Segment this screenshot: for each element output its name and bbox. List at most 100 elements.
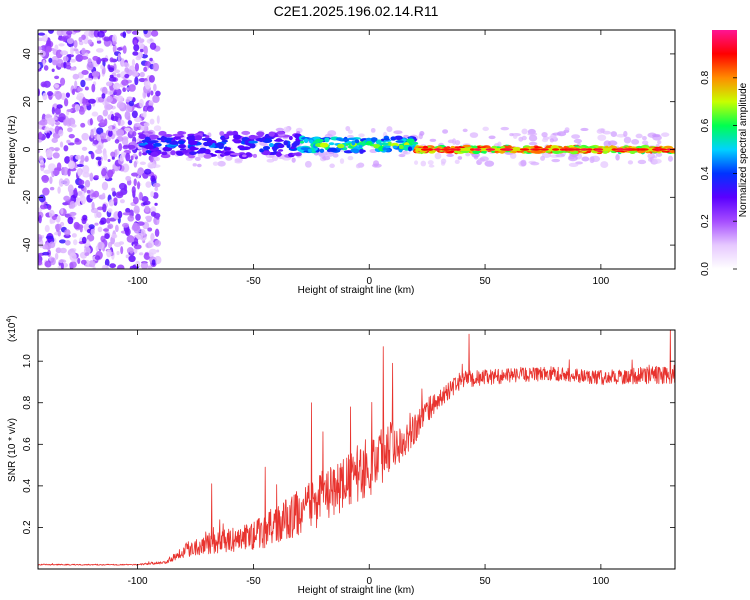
spectrogram-noise-cell	[70, 66, 77, 71]
spectrogram-halo-cell	[234, 160, 243, 164]
spectrogram-noise-cell	[122, 45, 127, 54]
spectrogram-x-label: Height of straight line (km)	[298, 285, 415, 296]
spectrogram-noise-cell	[95, 156, 102, 161]
spectrogram-signal-cell	[292, 152, 301, 156]
spectrogram-signal-cell	[142, 152, 148, 156]
spectrogram-noise-cell	[116, 129, 125, 138]
spectrogram-noise-cell	[56, 104, 63, 109]
spectrogram-noise-cell	[84, 77, 93, 81]
spectrogram-noise-cell	[54, 90, 62, 100]
spectrogram-noise-cell	[67, 184, 74, 194]
spectrogram-noise-cell	[60, 92, 67, 101]
spectrogram-noise-cell	[144, 252, 149, 256]
spectrogram-signal-cell	[248, 134, 257, 140]
spectrogram-noise-cell	[48, 241, 56, 249]
spectrogram-noise-cell	[66, 30, 73, 36]
spectrogram-noise-cell	[118, 241, 125, 245]
spectrogram-signal-cell	[370, 137, 378, 143]
spectrogram-signal-cell	[205, 135, 210, 139]
spectrogram-noise-cell	[40, 81, 47, 88]
spectrogram-noise-cell	[81, 132, 89, 141]
spectrogram-halo-cell	[400, 151, 411, 155]
spectrogram-noise-cell	[104, 103, 113, 111]
spectrogram-noise-cell	[92, 139, 99, 145]
spectrogram-noise-cell	[143, 122, 150, 127]
spectrogram-noise-cell	[93, 175, 99, 179]
spectrogram-noise-cell	[38, 194, 46, 203]
spectrogram-halo-cell	[322, 155, 331, 161]
spectrogram-noise-cell	[110, 151, 116, 158]
x-tick-label: 100	[593, 276, 610, 287]
x-tick-label: -50	[246, 576, 261, 587]
spectrogram-halo-cell	[573, 138, 583, 144]
spectrogram-noise-cell	[125, 254, 130, 259]
spectrogram-noise-cell	[150, 191, 155, 198]
spectrogram-core-cell	[586, 148, 593, 151]
spectrogram-noise-cell	[115, 191, 124, 199]
spectrogram-noise-cell	[80, 56, 89, 60]
spectrogram-signal-cell	[145, 149, 152, 154]
spectrogram-halo-cell	[623, 136, 632, 144]
spectrogram-signal-cell	[169, 141, 179, 145]
spectrogram-noise-cell	[126, 235, 135, 243]
spectrogram-noise-cell	[84, 179, 91, 188]
spectrogram-halo-cell	[651, 158, 662, 164]
spectrogram-halo-cell	[192, 163, 197, 167]
spectrogram-noise-cell	[92, 55, 99, 61]
spectrogram-core-cell	[519, 148, 530, 151]
spectrogram-signal-cell	[375, 139, 382, 145]
spectrogram-halo-cell	[403, 134, 409, 139]
spectrogram-halo-cell	[355, 163, 361, 169]
x-tick-label: 50	[479, 576, 491, 587]
spectrogram-signal-cell	[365, 141, 373, 146]
spectrogram-signal-cell	[232, 138, 239, 142]
spectrogram-signal-cell	[307, 148, 312, 153]
spectrogram-core-cell	[505, 148, 511, 151]
spectrogram-halo-cell	[465, 152, 471, 157]
spectrogram-noise-cell	[154, 202, 158, 206]
spectrogram-halo-cell	[568, 162, 579, 167]
spectrogram-halo-cell	[528, 134, 538, 142]
spectrogram-noise-cell	[82, 171, 91, 178]
spectrogram-halo-cell	[528, 141, 538, 146]
spectrogram-noise-cell	[115, 224, 119, 233]
spectrogram-noise-cell	[66, 139, 71, 144]
spectrogram-halo-cell	[212, 161, 219, 166]
spectrogram-noise-cell	[108, 199, 115, 207]
spectrogram-signal-cell	[207, 142, 212, 147]
spectrogram-halo-cell	[347, 129, 353, 134]
spectrogram-halo-cell	[580, 127, 589, 132]
spectrogram-halo-cell	[386, 126, 393, 133]
spectrogram-noise-cell	[45, 40, 52, 48]
spectrogram-signal-cell	[315, 138, 324, 143]
spectrogram-y-label: Frequency (Hz)	[7, 116, 18, 185]
spectrogram-noise-cell	[97, 241, 105, 250]
spectrogram-noise-cell	[81, 218, 87, 225]
spectrogram-halo-cell	[540, 155, 546, 161]
spectrogram-noise-cell	[119, 154, 124, 162]
spectrogram-noise-cell	[133, 237, 139, 246]
spectrogram-noise-cell	[42, 33, 48, 42]
spectrogram-noise-cell	[88, 260, 96, 268]
spectrogram-noise-cell	[45, 132, 51, 139]
spectrogram-noise-cell	[49, 186, 55, 191]
colorbar: 0.0 0.2 0.4 0.6 0.8 Normalized spectral ampl…	[700, 30, 749, 276]
spectrogram-signal-cell	[182, 149, 188, 154]
spectrogram-noise-cell	[121, 79, 129, 86]
spectrogram-noise-cell	[63, 178, 70, 187]
spectrogram-noise-cell	[106, 249, 112, 258]
spectrogram-signal-cell	[178, 143, 186, 149]
spectrogram-noise-cell	[122, 222, 129, 228]
spectrogram-halo-cell	[667, 155, 673, 162]
spectrogram-noise-cell	[38, 234, 43, 243]
spectrogram-noise-cell	[45, 45, 52, 53]
colorbar-tick-label: 0.4	[700, 166, 711, 180]
spectrogram-noise-cell	[107, 158, 111, 163]
spectrogram-noise-cell	[143, 47, 148, 55]
spectrogram-noise-cell	[63, 119, 68, 126]
spectrogram-panel: -100 -50 0 50 100 -40 -20 0 20 40 Height of stra…	[7, 29, 676, 296]
spectrogram-noise-cell	[136, 181, 141, 190]
spectrogram-halo-cell	[571, 134, 581, 139]
spectrogram-noise-cell	[40, 45, 48, 51]
spectrogram-signal-cell	[163, 134, 173, 138]
